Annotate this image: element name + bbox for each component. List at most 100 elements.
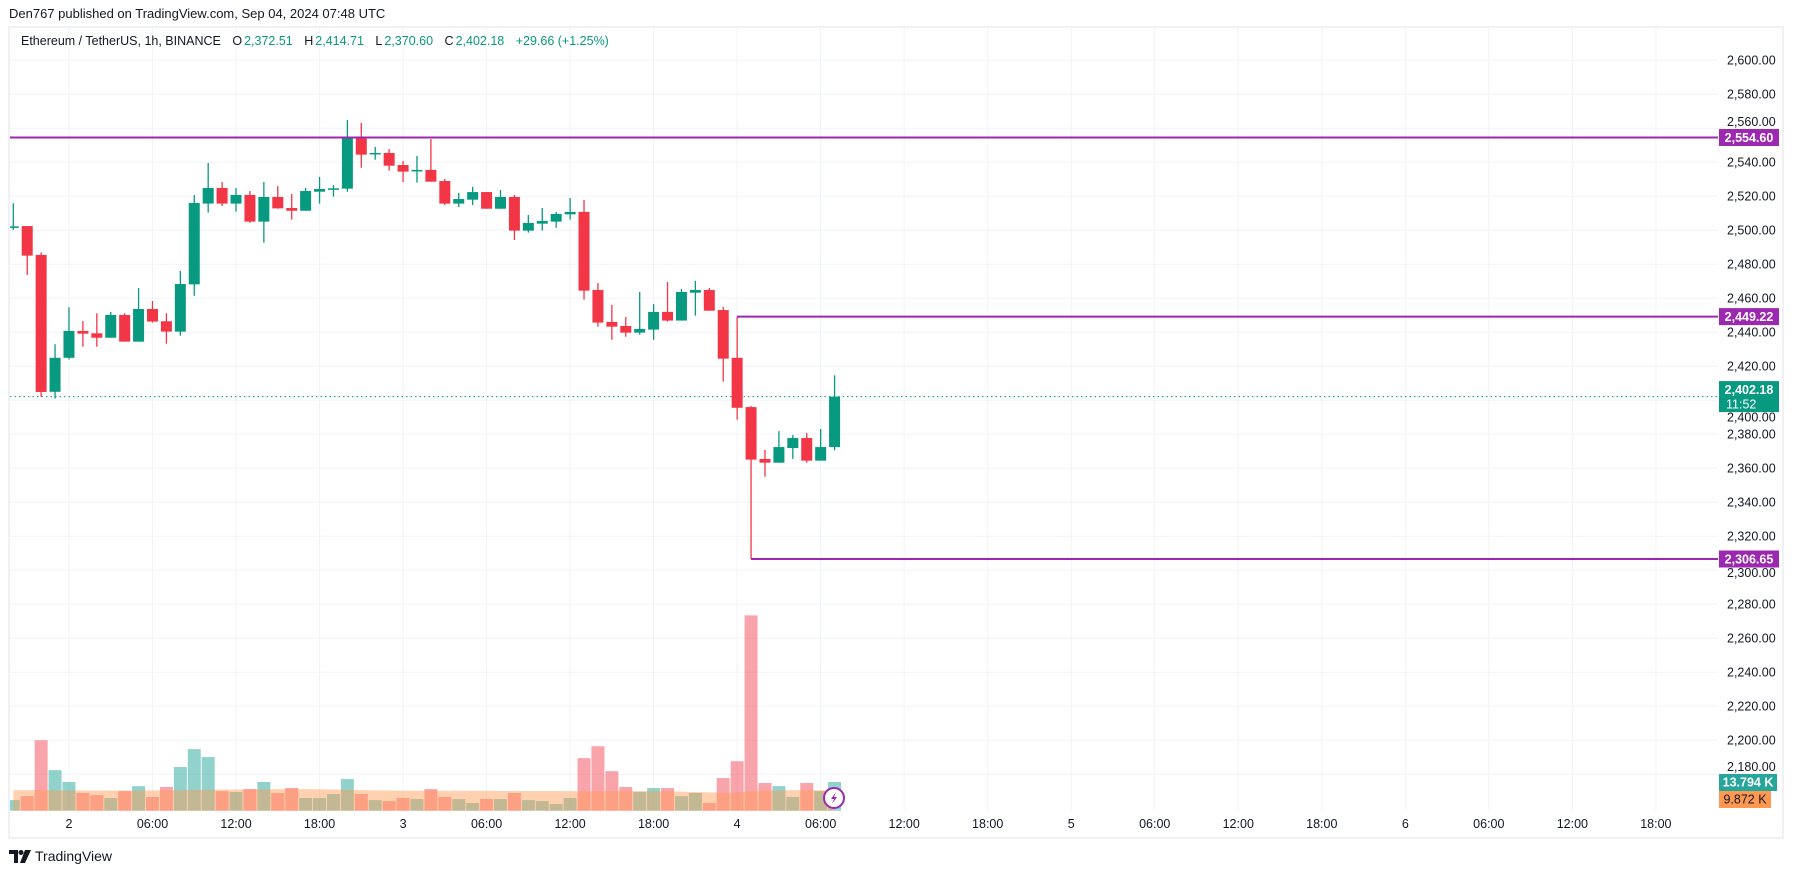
volume-bar [647, 788, 661, 811]
x-tick-label: 06:00 [805, 817, 836, 831]
candle-body [550, 213, 562, 222]
volume-bar [549, 804, 563, 811]
bar-countdown: 11:52 [1726, 398, 1756, 412]
last-price-badge [1719, 381, 1779, 413]
volume-bar [104, 798, 118, 811]
candle-body [119, 314, 131, 342]
candle [397, 160, 409, 183]
volume-bar [563, 798, 577, 811]
candle-body [536, 220, 548, 224]
candle-body [314, 188, 326, 192]
candle-body [662, 311, 674, 321]
candle-body [327, 188, 339, 190]
x-tick-label: 06:00 [1139, 817, 1170, 831]
candle-body [522, 222, 534, 231]
candle [522, 215, 534, 233]
y-tick-label: 2,240.00 [1727, 665, 1776, 679]
candle [355, 123, 367, 168]
y-tick-label: 2,440.00 [1727, 325, 1776, 339]
candle-body [35, 254, 47, 392]
candle [300, 187, 312, 211]
y-tick-label: 2,400.00 [1727, 411, 1776, 425]
candle [578, 200, 590, 300]
volume-bar [299, 798, 313, 811]
candle [77, 321, 89, 347]
volume-bar [772, 786, 786, 811]
symbol-title[interactable]: Ethereum / TetherUS, 1h, BINANCE [21, 34, 221, 48]
candle [467, 186, 479, 205]
candle-body [10, 226, 19, 228]
x-tick-label: 2 [66, 817, 73, 831]
candle [592, 283, 604, 327]
level-badge [1719, 550, 1779, 568]
tradingview-logo[interactable]: TradingView [9, 848, 112, 864]
x-tick-label: 18:00 [1640, 817, 1671, 831]
candle-body [578, 211, 590, 291]
candle [717, 306, 729, 382]
y-tick-label: 2,380.00 [1727, 427, 1776, 441]
volume-bar [48, 770, 62, 811]
candle-body [717, 310, 729, 359]
candle [564, 198, 576, 220]
volume-bar [633, 791, 647, 811]
y-tick-label: 2,500.00 [1727, 223, 1776, 237]
candle [369, 147, 381, 160]
level-badge-label: 2,449.22 [1725, 310, 1774, 324]
candle-body [411, 169, 423, 172]
candle-body [773, 447, 785, 463]
volume-bar [758, 783, 772, 811]
volume-bar [661, 788, 675, 811]
candle [10, 203, 19, 230]
volume-bar [10, 800, 20, 811]
candle [689, 280, 701, 316]
candle [481, 192, 493, 209]
y-tick-label: 2,420.00 [1727, 359, 1776, 373]
candle-body [369, 152, 381, 155]
candle-body [244, 194, 256, 222]
candle-body [174, 284, 186, 332]
volume-bar [146, 796, 159, 811]
publish-info: Den767 published on TradingView.com, Sep… [9, 6, 386, 21]
volume-bar [591, 746, 605, 811]
volume-badge-label: 13.794 K [1723, 776, 1774, 790]
volume-bar [452, 799, 466, 811]
volume-bar [34, 740, 48, 811]
volume-bar [438, 796, 452, 811]
x-tick-label: 4 [734, 817, 741, 831]
volume-bar [744, 615, 758, 811]
candle [425, 139, 437, 182]
candle [495, 190, 506, 209]
volume-ma-area [13, 789, 835, 811]
x-tick-label: 12:00 [1557, 817, 1588, 831]
lightning-icon[interactable] [823, 787, 845, 809]
candle [439, 178, 451, 205]
candle [327, 185, 339, 197]
candle-body [689, 289, 701, 293]
candle [314, 176, 326, 204]
level-badge [1719, 128, 1779, 146]
volume-bar [494, 799, 507, 811]
y-tick-label: 2,280.00 [1727, 597, 1776, 611]
candle-body [495, 196, 506, 209]
volume-bar [605, 771, 619, 811]
y-tick-label: 2,300.00 [1727, 566, 1776, 580]
y-tick-label: 2,340.00 [1727, 495, 1776, 509]
tradingview-brand: TradingView [35, 848, 113, 864]
price-axis[interactable]: 2,600.00 2,580.00 2,560.00 2,540.00 2,520.00… [1727, 53, 1776, 774]
volume-bar [313, 798, 327, 811]
candle-body [745, 407, 757, 460]
candle [648, 304, 660, 340]
y-tick-label: 2,260.00 [1727, 631, 1776, 645]
volume-bar [118, 791, 132, 811]
volume-bar [368, 800, 382, 811]
candle [508, 194, 520, 240]
candle [91, 313, 103, 347]
candle [829, 375, 841, 451]
candle-body [703, 289, 715, 311]
candle-body [300, 191, 312, 211]
volume-bar [132, 786, 146, 811]
volume-bar [410, 799, 424, 811]
volume-bar [271, 793, 285, 811]
time-axis[interactable]: 2 06:00 12:00 18:00 3 06:00 12:00 18:00 4 06:00 12… [66, 817, 1672, 831]
